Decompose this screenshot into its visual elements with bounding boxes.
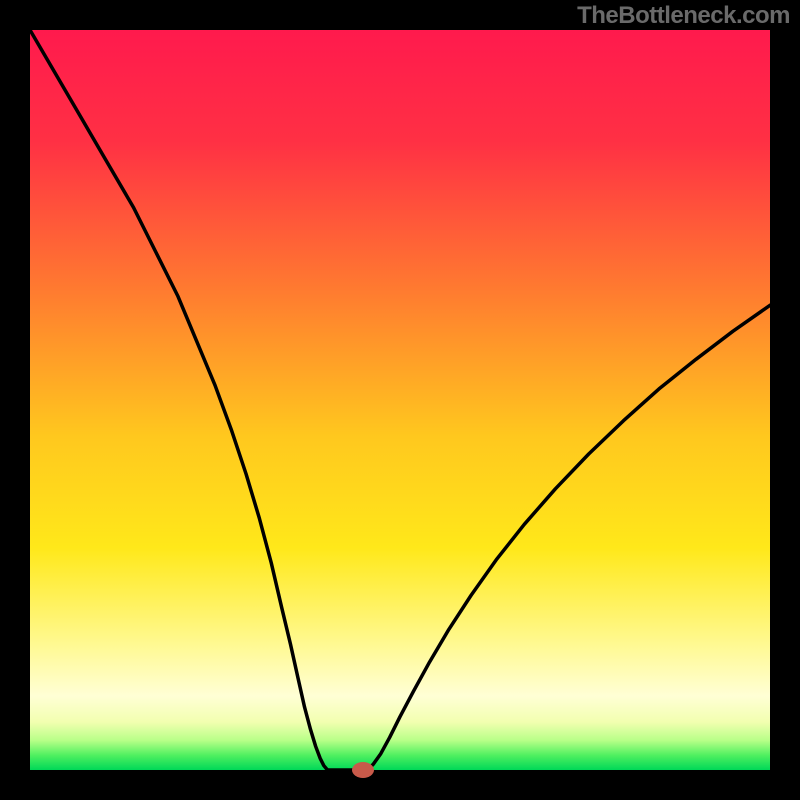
chart-container: TheBottleneck.com: [0, 0, 800, 800]
watermark-text: TheBottleneck.com: [577, 2, 790, 30]
plot-background: [30, 30, 770, 770]
bottleneck-chart: [0, 0, 800, 800]
optimal-marker: [352, 762, 374, 778]
